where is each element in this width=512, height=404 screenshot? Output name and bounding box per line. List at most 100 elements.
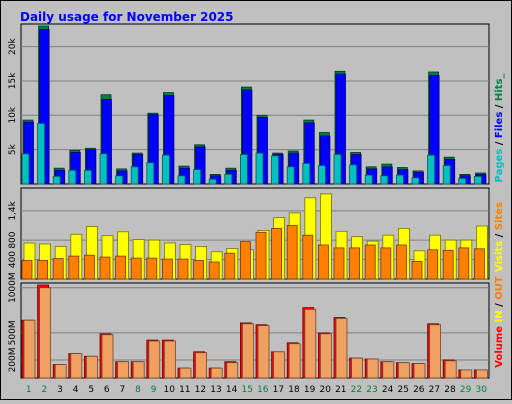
hits-bar-pages-day-27 <box>427 154 436 185</box>
hits-tick-label: 15k <box>8 72 18 89</box>
day-label-20: 20 <box>319 385 331 395</box>
volume-tick-label: 500M <box>8 320 18 345</box>
day-label-14: 14 <box>226 385 238 395</box>
hits-bar-pages-day-7 <box>115 175 123 185</box>
visits-plot-area <box>20 187 490 280</box>
day-label-2: 2 <box>42 385 48 395</box>
day-label-24: 24 <box>382 385 394 395</box>
hits-bar-pages-day-24 <box>380 175 389 185</box>
day-label-10: 10 <box>163 385 175 395</box>
day-label-8: 8 <box>135 385 141 395</box>
volume-bar-out-day-23 <box>366 358 379 379</box>
visits-bar-sites-day-9 <box>146 257 158 280</box>
hits-bar-pages-day-6 <box>99 153 108 185</box>
visits-bar-sites-day-17 <box>271 227 283 280</box>
volume-bar-out-day-17 <box>273 351 286 379</box>
day-label-4: 4 <box>73 385 79 395</box>
volume-bar-out-day-29 <box>460 369 473 379</box>
day-label-11: 11 <box>179 385 190 395</box>
day-label-27: 27 <box>429 385 440 395</box>
volume-bar-out-day-15 <box>241 323 254 379</box>
volume-bar-out-day-6 <box>101 334 114 379</box>
hits-bar-pages-day-21 <box>333 154 342 185</box>
volume-bar-out-day-21 <box>335 317 348 379</box>
series-labels: Pages / Files / Hits_ Visits / Sites Volum… <box>494 74 505 368</box>
hits-tick-label: 20k <box>8 37 18 54</box>
side-label-middle-part-2: Sites <box>494 202 505 230</box>
hits-bar-pages-day-12 <box>193 169 202 185</box>
hits-bar-pages-day-13 <box>208 178 217 185</box>
volume-bar-out-day-12 <box>195 352 208 379</box>
visits-bar-sites-day-10 <box>161 258 173 280</box>
day-label-25: 25 <box>397 385 408 395</box>
visits-bar-sites-day-22 <box>349 247 361 280</box>
side-label-top-part-0: Pages <box>494 149 505 183</box>
volume-bar-out-day-16 <box>257 325 270 379</box>
day-label-21: 21 <box>335 385 346 395</box>
hits-bar-pages-day-10 <box>161 154 170 185</box>
day-label-9: 9 <box>151 385 157 395</box>
visits-bar-sites-day-5 <box>84 254 95 280</box>
volume-plot-area <box>20 282 490 379</box>
day-axis: 1 2 3 4 5 6 7 8 9 10 11 12 13 14 15 16 17 18 19 20 21 22 23 24 2… <box>26 385 487 395</box>
day-label-16: 16 <box>257 385 269 395</box>
hits-tick-label: 10k <box>8 106 18 123</box>
visits-bar-sites-day-27 <box>427 249 439 280</box>
side-label-bottom-part-3: OUT <box>494 276 505 300</box>
visits-bar-sites-day-2 <box>37 260 48 280</box>
visits-bar-sites-day-28 <box>442 249 454 280</box>
visits-bar-sites-day-11 <box>177 258 189 280</box>
volume-bar-out-day-28 <box>444 360 457 379</box>
hits-bar-pages-day-29 <box>458 178 467 185</box>
volume-bar-out-day-11 <box>179 367 192 379</box>
day-label-15: 15 <box>241 385 252 395</box>
visits-bar-sites-day-3 <box>52 258 64 280</box>
day-label-19: 19 <box>304 385 316 395</box>
hits-tick-label: 5k <box>8 143 18 155</box>
visits-bar-sites-day-18 <box>286 225 298 280</box>
volume-tick-label: 1000M <box>8 272 18 303</box>
side-label-bottom-part-1: IN <box>494 310 505 326</box>
volume-bar-out-day-24 <box>382 361 395 379</box>
volume-bar-out-day-13 <box>210 367 223 379</box>
visits-bar-sites-day-8 <box>130 257 142 280</box>
hits-bar-pages-day-8 <box>130 166 139 185</box>
hits-bar-pages-day-28 <box>442 165 451 185</box>
volume-bar-out-day-19 <box>304 308 317 379</box>
day-label-1: 1 <box>26 385 32 395</box>
visits-bar-sites-day-20 <box>317 244 329 280</box>
volume-bar-out-day-8 <box>132 361 145 379</box>
volume-bar-out-day-18 <box>288 343 301 379</box>
volume-bar-out-day-20 <box>319 333 332 379</box>
hits-bar-pages-day-14 <box>224 173 233 185</box>
visits-bar-sites-day-21 <box>333 247 345 280</box>
visits-bar-sites-day-23 <box>364 244 376 280</box>
hits-bar-pages-day-5 <box>84 169 92 185</box>
volume-bar-out-day-1 <box>23 319 36 379</box>
side-label-middle-part-1: / <box>494 230 505 241</box>
day-label-12: 12 <box>195 385 206 395</box>
hits-bar-pages-day-1 <box>21 153 30 185</box>
volume-bar-out-day-26 <box>413 363 426 379</box>
side-label-middle-part-0: Visits <box>494 241 505 272</box>
hits-bar-pages-day-16 <box>255 152 264 185</box>
chart-panels: 5k 10k 15k 20k 400 800 1,4k 200M 500M 1000M <box>8 23 490 379</box>
hits-bar-pages-day-25 <box>395 174 404 185</box>
hits-bar-pages-day-30 <box>473 175 482 185</box>
visits-bar-sites-day-1 <box>21 260 33 280</box>
day-label-13: 13 <box>210 385 221 395</box>
hits-bar-pages-day-22 <box>349 164 358 185</box>
volume-bar-out-day-14 <box>226 362 239 379</box>
visits-bar-sites-day-16 <box>255 231 267 280</box>
visits-bar-sites-day-14 <box>224 252 236 280</box>
hits-bar-pages-day-23 <box>364 174 373 185</box>
volume-bar-out-day-7 <box>117 361 129 379</box>
hits-bar-pages-day-15 <box>239 154 248 185</box>
day-label-22: 22 <box>351 385 362 395</box>
visits-tick-label: 800 <box>8 231 18 248</box>
visits-tick-label: 1,4k <box>8 200 18 220</box>
visits-bar-sites-day-13 <box>208 261 220 280</box>
hits-bar-pages-day-26 <box>411 177 420 185</box>
